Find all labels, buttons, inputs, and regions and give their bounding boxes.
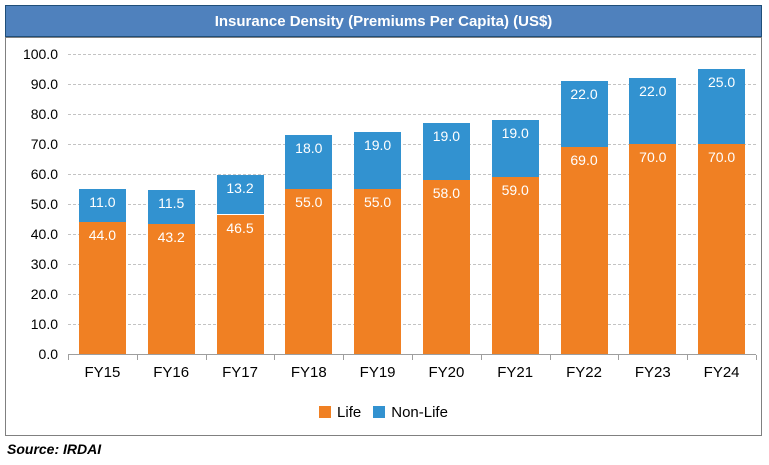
y-axis-tick-label: 70.0 [30,136,58,152]
x-axis-tick [549,355,551,360]
legend-item-life: Life [319,404,361,421]
x-axis-tick [687,355,689,360]
y-axis-tick-label: 30.0 [30,256,58,272]
bar-value-label: 19.0 [363,137,392,153]
x-axis-tick [274,355,276,360]
bar-segment-non-life-fy24 [698,69,746,144]
bar-value-label: 25.0 [707,74,736,90]
bar-segment-non-life-fy21 [491,120,539,177]
x-axis-tick [412,355,413,360]
bar-segment-life-fy24 [698,144,746,354]
plot-area: Life Non-Life 0.0 10.0 20.0 30.0 40.0 50.0 60.0… [5,37,762,436]
x-axis-tick [618,355,620,360]
gridline [68,174,756,175]
legend-label: Non-Life [391,403,448,421]
x-axis-category-label: FY21 [497,364,534,381]
x-axis-category-label: FY16 [153,364,190,381]
bar-segment-life-fy20 [422,180,470,354]
x-axis-category-label: FY19 [359,364,396,381]
legend-item-non-life: Non-Life [373,404,448,421]
gridline [68,204,756,205]
bar-value-label: 13.2 [226,179,254,196]
x-axis-tick [756,355,757,360]
gridline [68,114,756,115]
y-axis-tick-label: 20.0 [30,286,58,302]
legend-label: Life [337,403,362,421]
bar-value-label: 19.0 [432,128,461,144]
x-axis-category-label: FY24 [703,364,740,381]
bar-value-label: 58.0 [432,185,461,201]
bar-value-label: 22.0 [639,83,667,99]
bar-segment-non-life-fy17 [216,174,264,215]
bar-segment-life-fy15 [78,222,126,354]
bar-value-label: 19.0 [501,125,529,141]
x-axis-category-label: FY20 [428,364,465,381]
bar-segment-life-fy21 [491,177,539,354]
bar-segment-non-life-fy15 [78,189,126,222]
gridline [68,234,756,235]
bar-value-label: 44.0 [88,227,117,243]
x-axis-tick [343,355,345,360]
x-axis-tick [480,355,482,360]
legend: Life Non-Life [6,402,761,422]
bar-segment-life-fy19 [354,189,402,354]
gridline [68,264,756,265]
bar-value-label: 70.0 [707,149,736,165]
bar-segment-life-fy16 [147,224,195,354]
bar-segment-life-fy18 [285,189,333,354]
bar-value-label: 11.5 [158,194,185,211]
y-axis-tick-label: 90.0 [30,76,58,92]
bar-segment-non-life-fy16 [147,189,195,225]
bar-value-label: 43.2 [157,229,185,246]
x-axis-category-label: FY22 [566,364,602,381]
bar-value-label: 22.0 [570,86,598,102]
y-axis-tick-label: 80.0 [30,106,58,122]
chart-title: Insurance Density (Premiums Per Capita) … [5,5,762,37]
y-axis-tick-label: 50.0 [30,196,58,212]
x-axis-category-label: FY18 [290,364,327,381]
bar-segment-non-life-fy22 [560,81,608,147]
bar-segment-life-fy22 [560,147,608,354]
gridline [68,324,756,325]
x-axis-tick [205,355,207,360]
bar-segment-non-life-fy23 [629,78,677,144]
bar-segment-non-life-fy20 [422,123,470,180]
legend-swatch-icon [373,406,386,418]
y-axis-tick-label: 10.0 [30,316,58,332]
legend-swatch-icon [319,406,332,418]
bar-segment-life-fy17 [216,214,264,354]
x-axis-tick [68,355,69,360]
y-axis-tick-label: 40.0 [30,226,58,242]
gridline [68,84,756,85]
y-axis-tick-label: 60.0 [30,166,58,182]
bar-value-label: 46.5 [226,219,254,236]
bar-segment-non-life-fy18 [285,135,333,189]
bar-value-label: 11.0 [89,194,116,210]
x-axis-category-label: FY15 [84,364,121,381]
gridline [68,294,756,295]
bar-segment-life-fy23 [629,144,677,354]
bar-value-label: 18.0 [295,140,323,156]
source-note: Source: IRDAI [7,441,102,457]
x-axis-line [68,354,756,355]
bar-segment-non-life-fy19 [354,132,402,189]
y-axis-tick-label: 100.0 [22,46,58,62]
x-axis-tick [136,355,138,360]
bar-value-label: 55.0 [295,194,323,210]
bar-value-label: 55.0 [363,194,392,210]
gridline [68,54,756,55]
x-axis-category-label: FY17 [222,364,258,381]
bar-value-label: 70.0 [639,149,667,165]
y-axis-tick-label: 0.0 [38,346,58,362]
gridline [68,144,756,145]
x-axis-category-label: FY23 [634,364,671,381]
bar-value-label: 69.0 [570,152,598,168]
bar-value-label: 59.0 [501,182,529,198]
